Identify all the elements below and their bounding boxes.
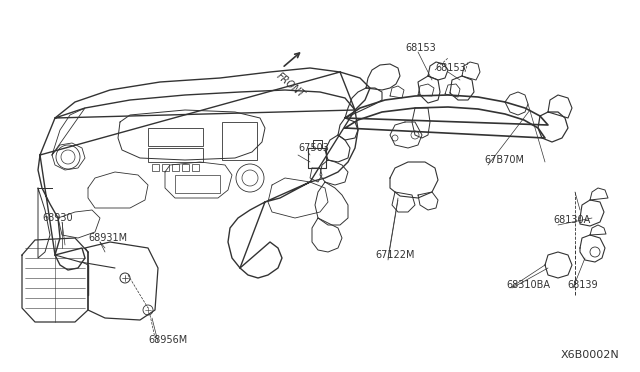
Text: 68956M: 68956M: [148, 335, 188, 345]
Bar: [162, 164, 169, 171]
Text: 68130A: 68130A: [553, 215, 590, 225]
Text: 67503: 67503: [298, 143, 329, 153]
Text: X6B0002N: X6B0002N: [561, 350, 620, 360]
Text: 67B70M: 67B70M: [484, 155, 524, 165]
Text: 68930: 68930: [42, 213, 72, 223]
Text: 68153: 68153: [405, 43, 436, 53]
Bar: [148, 128, 203, 146]
Text: 67122M: 67122M: [375, 250, 415, 260]
Text: 68153: 68153: [435, 63, 466, 73]
Bar: [148, 148, 203, 162]
Bar: [175, 175, 220, 193]
Text: 68931M: 68931M: [88, 233, 127, 243]
Text: 68139: 68139: [567, 280, 598, 290]
Bar: [152, 164, 159, 171]
Text: FRONT: FRONT: [275, 71, 307, 100]
Bar: [192, 164, 199, 171]
Bar: [182, 164, 189, 171]
Text: 68310BA: 68310BA: [506, 280, 550, 290]
Bar: [172, 164, 179, 171]
Bar: [222, 122, 257, 160]
